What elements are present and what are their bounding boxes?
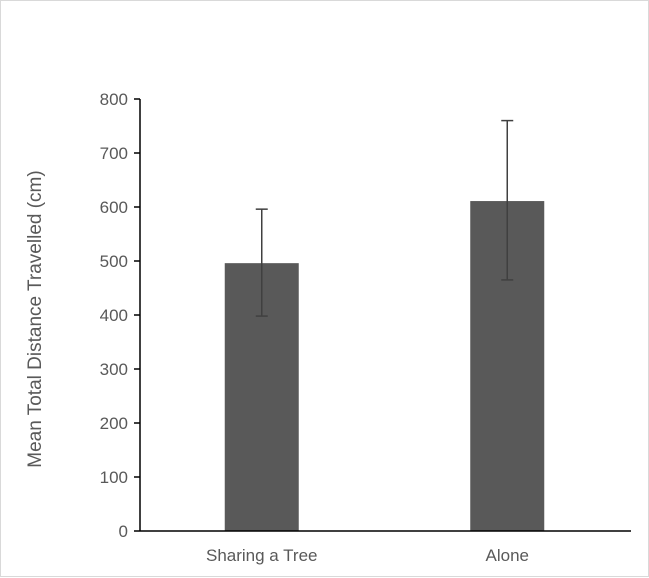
y-tick-label: 100	[100, 468, 128, 487]
y-tick-label: 200	[100, 414, 128, 433]
y-axis-title: Mean Total Distance Travelled (cm)	[25, 170, 46, 467]
y-tick-label: 800	[100, 90, 128, 109]
bars	[224, 201, 545, 531]
y-tick-label: 700	[100, 144, 128, 163]
y-tick-label: 300	[100, 360, 128, 379]
x-axis-categories: Sharing a Tree Alone	[206, 546, 529, 565]
x-category-label: Alone	[486, 546, 529, 565]
error-bars	[255, 119, 514, 317]
x-category-label: Sharing a Tree	[206, 546, 318, 565]
y-tick-label: 600	[100, 198, 128, 217]
y-axis-ticks: 0 100 200 300 400 500 600 700 800	[100, 90, 140, 541]
y-tick-label: 0	[119, 522, 128, 541]
y-tick-label: 500	[100, 252, 128, 271]
y-tick-label: 400	[100, 306, 128, 325]
